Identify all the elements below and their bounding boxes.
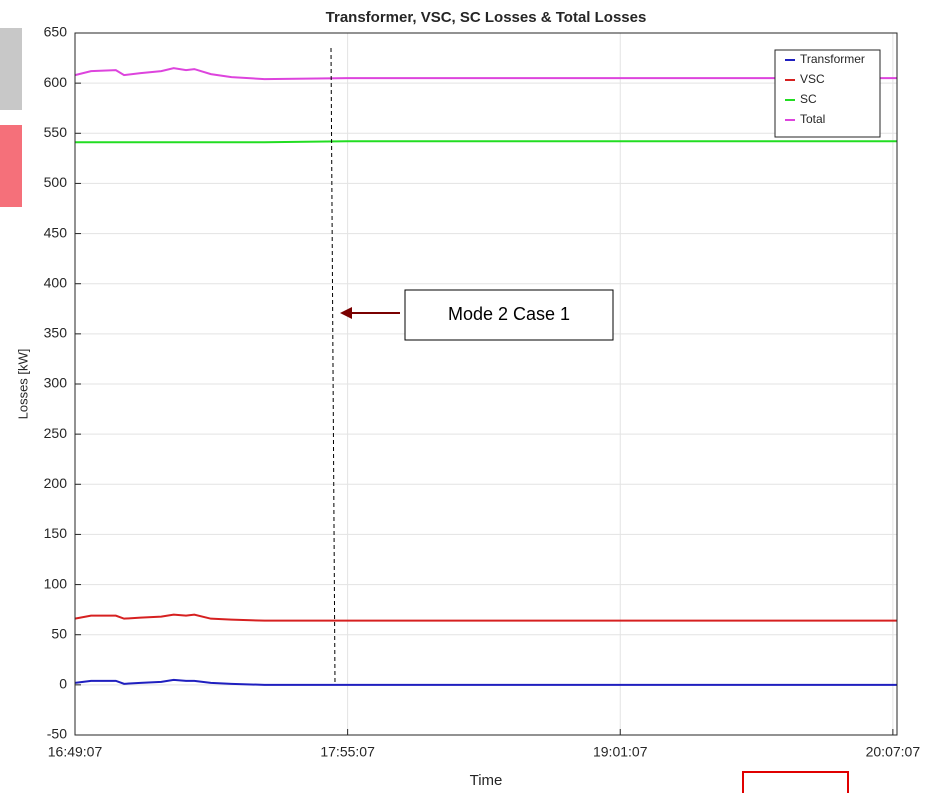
series-line xyxy=(75,140,897,144)
y-tick-label: 300 xyxy=(44,375,68,391)
legend: Transformer VSC SC Total xyxy=(774,49,881,138)
y-tick-label: 600 xyxy=(44,74,68,90)
y-tick-label: 350 xyxy=(44,325,68,341)
y-axis-label: Losses [kW] xyxy=(15,349,30,420)
y-tick-label: 650 xyxy=(44,24,68,40)
legend-box xyxy=(774,49,881,138)
x-tick-label: 19:01:07 xyxy=(593,744,648,760)
y-tick-label: 100 xyxy=(44,575,68,591)
mode-marker xyxy=(330,47,336,686)
arrow-head xyxy=(340,307,352,319)
y-tick-label: 500 xyxy=(44,174,68,190)
legend-label: Transformer xyxy=(800,52,865,66)
x-tick-label: 17:55:07 xyxy=(320,744,375,760)
y-tick-label: 50 xyxy=(51,625,67,641)
annotation-box xyxy=(404,289,614,341)
y-tick-label: 150 xyxy=(44,525,68,541)
y-tick-label: 200 xyxy=(44,475,68,491)
x-tick-label: 16:49:07 xyxy=(48,744,103,760)
side-panel xyxy=(0,28,22,110)
series-line xyxy=(74,678,897,686)
legend-label: Total xyxy=(800,112,825,126)
x-tick-label: 20:07:07 xyxy=(866,744,921,760)
y-tick-label: -50 xyxy=(47,726,67,742)
x-axis-label: Time xyxy=(470,772,503,789)
y-tick-label: 0 xyxy=(59,676,67,692)
y-tick-label: 550 xyxy=(44,124,68,140)
y-tick-label: 450 xyxy=(44,224,68,240)
legend-label: VSC xyxy=(800,72,825,86)
y-tick-label: 250 xyxy=(44,425,68,441)
series-line xyxy=(74,67,897,81)
annotation: Mode 2 Case 1 xyxy=(448,304,570,324)
y-tick-label: 400 xyxy=(44,274,68,290)
series-line xyxy=(74,613,897,622)
side-panel xyxy=(0,125,22,207)
legend-label: SC xyxy=(800,92,817,106)
lines xyxy=(74,67,897,686)
highlight-box xyxy=(742,771,849,793)
chart-title: Transformer, VSC, SC Losses & Total Loss… xyxy=(326,9,647,26)
